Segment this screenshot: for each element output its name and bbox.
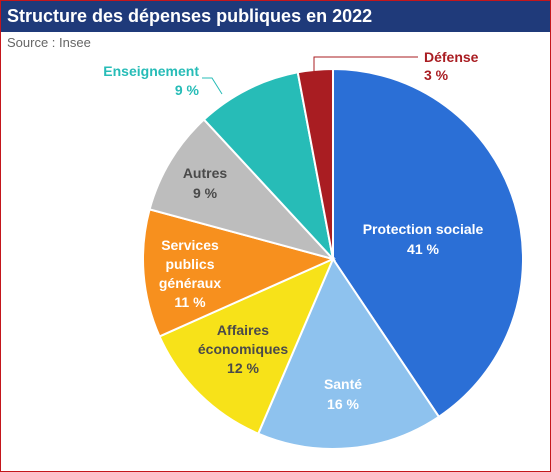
pie-slice-affaires-economiques [158,257,335,435]
leader-line-enseignement [202,77,223,95]
source-note: Source : Insee [7,35,91,50]
slice-value-sante: 16 % [327,396,359,412]
slice-value-protection-sociale: 41 % [407,241,439,257]
slice-value-affaires-economiques: 12 % [227,360,259,376]
slice-label-defense: Défense 3 % [424,49,479,83]
slice-label-protection-sociale: Protection sociale 41 % [363,221,484,257]
pie-slice-autres [148,118,337,261]
slice-label-enseignement: Enseignement 9 % [103,63,199,98]
chart-title: Structure des dépenses publiques en 2022 [7,6,373,26]
pie-slice-enseignement [202,71,335,263]
pie-slice-defense [296,67,334,260]
slice-value-services-publics-generaux: 11 % [174,294,206,310]
pie-slice-sante [256,256,441,450]
title-bar: Structure des dépenses publiques en 2022 [1,1,550,32]
slice-label-services-publics-generaux: Services publics généraux 11 % [159,237,221,310]
slice-label-sante: Santé 16 % [324,376,362,412]
slice-value-defense: 3 % [424,67,449,83]
slice-value-autres: 9 % [193,185,218,201]
pie-slice-protection-sociale [332,67,524,419]
slice-label-autres: Autres 9 % [183,165,228,201]
slice-label-affaires-economiques: Affaires économiques 12 % [198,322,288,376]
leader-line-defense [313,56,418,75]
slice-value-enseignement: 9 % [175,82,200,98]
pie-slice-services-publics-generaux [142,208,336,338]
